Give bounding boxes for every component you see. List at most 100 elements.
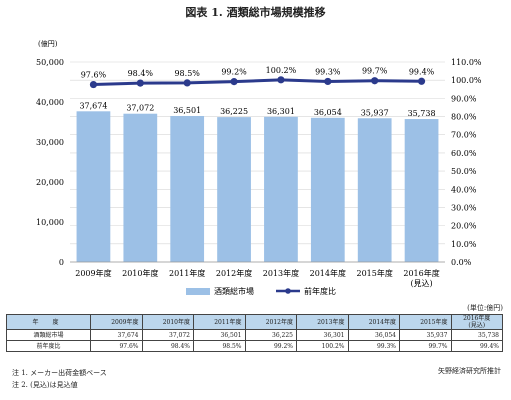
y-left-tick-label: 40,000 [36, 98, 64, 107]
table-year-header: 2016年度 (見込) [450, 314, 503, 330]
table-cell: 100.2% [296, 340, 349, 352]
bar-value-label: 35,937 [361, 108, 389, 117]
y-left-tick-label: 50,000 [36, 58, 64, 67]
table-cell: 99.4% [450, 340, 503, 352]
y-right-tick-label: 30.0% [451, 203, 477, 212]
y-right-tick-label: 0.0% [451, 258, 472, 267]
line-value-label: 99.4% [409, 67, 435, 76]
x-tick-label: 2015年度 [357, 268, 393, 278]
x-tick-label: 2009年度 [75, 268, 111, 278]
table-year-header: 2013年度 [296, 314, 349, 330]
y-left-tick-label: 0 [59, 258, 64, 267]
table-row-yoy: 前年度比 97.6% 98.4% 98.5% 99.2% 100.2% 99.3… [6, 340, 503, 352]
line-point [417, 77, 426, 85]
legend-swatch-bar [186, 288, 210, 295]
y-left-tick-label: 10,000 [36, 218, 64, 227]
line-value-label: 100.2% [266, 66, 297, 75]
data-table: 年 度 2009年度 2010年度 2011年度 2012年度 2013年度 2… [6, 314, 503, 352]
table-year-header: 2015年度 [399, 314, 452, 330]
y-right-tick-label: 100.0% [451, 76, 482, 85]
table-cell: 98.5% [193, 340, 246, 352]
line-value-label: 98.5% [174, 69, 200, 78]
table-cell: 97.6% [90, 340, 143, 352]
table-cell: 36,301 [296, 329, 349, 341]
note-1: 注 1. メーカー出荷金額ベース [12, 369, 107, 377]
table-year-header: 2011年度 [193, 314, 246, 330]
table-year-header-label: 2016年度 [463, 315, 491, 322]
line-value-label: 98.4% [128, 69, 154, 78]
table-cell: 37,674 [90, 329, 143, 341]
bar [404, 119, 439, 262]
x-tick-label: 2016年度 [403, 268, 439, 278]
table-row-market: 酒類総市場 37,674 37,072 36,501 36,225 36,301… [6, 329, 503, 341]
legend-label-line: 前年度比 [304, 286, 336, 296]
bar-value-label: 37,674 [79, 101, 107, 110]
x-tick-sublabel: (見込) [410, 279, 432, 288]
bar-value-label: 36,301 [267, 107, 295, 116]
line-point [230, 78, 238, 86]
line-value-label: 99.3% [315, 67, 341, 76]
table-cell: 35,937 [399, 329, 452, 341]
source-credit: 矢野経済研究所推計 [438, 367, 501, 375]
line-value-label: 99.2% [221, 68, 247, 77]
legend-swatch-marker [285, 288, 291, 294]
table-cell: 36,501 [193, 329, 246, 341]
line-series [93, 78, 422, 87]
y-right-tick-label: 90.0% [451, 94, 477, 103]
table-header-label: 年 度 [6, 314, 91, 330]
x-tick-label: 2011年度 [169, 268, 205, 278]
bar-value-label: 36,225 [220, 107, 248, 116]
line-point [183, 79, 191, 87]
table-year-header: 2014年度 [347, 314, 400, 330]
table-cell: 99.2% [244, 340, 297, 352]
bar-value-label: 36,054 [314, 108, 342, 117]
line-point [89, 80, 98, 89]
table-year-header: 2010年度 [141, 314, 194, 330]
table-row-label: 酒類総市場 [6, 329, 91, 341]
note-2: 注 2. (見込)は見込値 [12, 381, 78, 389]
table-year-header: 2009年度 [90, 314, 143, 330]
line-point [277, 76, 285, 84]
y-left-axis-label: (億円) [38, 39, 58, 48]
bar [357, 118, 392, 262]
y-right-tick-label: 60.0% [451, 149, 477, 158]
y-right-tick-label: 20.0% [451, 222, 477, 231]
line-value-label: 99.7% [362, 67, 388, 76]
table-cell: 98.4% [141, 340, 194, 352]
y-right-tick-label: 50.0% [451, 167, 477, 176]
bar-value-label: 35,738 [408, 109, 436, 118]
table-year-header: 2012年度 [244, 314, 297, 330]
table-cell: 36,054 [347, 329, 400, 341]
y-right-tick-label: 10.0% [451, 240, 477, 249]
x-tick-label: 2013年度 [263, 268, 299, 278]
x-tick-label: 2014年度 [310, 268, 346, 278]
chart-title: 図表 1. 酒類総市場規模推移 [185, 6, 326, 19]
table-cell: 99.3% [347, 340, 400, 352]
table-cell: 37,072 [141, 329, 194, 341]
bar [310, 117, 345, 262]
table-cell: 35,738 [450, 329, 503, 341]
y-right-tick-label: 110.0% [451, 58, 482, 67]
table-unit: (単位:億円) [467, 304, 503, 312]
table-year-header-sub: (見込) [468, 322, 486, 329]
bar [217, 117, 251, 262]
x-tick-label: 2012年度 [216, 268, 252, 278]
market-size-chart: 0 10,000 20,000 30,000 40,000 50,000 0.0% 10.0%… [36, 39, 482, 296]
y-left-tick-label: 30,000 [36, 138, 64, 147]
table-cell: 99.7% [399, 340, 452, 352]
y-right-tick-label: 80.0% [451, 113, 477, 122]
bar-value-label: 37,072 [126, 104, 154, 113]
table-row-label: 前年度比 [6, 340, 91, 352]
table-cell: 36,225 [244, 329, 297, 341]
bar [170, 115, 205, 262]
bar [123, 113, 158, 262]
legend-label-bar: 酒類総市場 [214, 286, 254, 296]
bar [76, 111, 111, 262]
table-header-row: 年 度 2009年度 2010年度 2011年度 2012年度 2013年度 2… [6, 314, 503, 330]
line-point [324, 77, 332, 86]
line-point [136, 79, 144, 87]
line-point [371, 77, 379, 85]
y-right-tick-label: 40.0% [451, 185, 477, 194]
line-value-label: 97.6% [81, 71, 107, 80]
x-tick-label: 2010年度 [122, 268, 158, 278]
